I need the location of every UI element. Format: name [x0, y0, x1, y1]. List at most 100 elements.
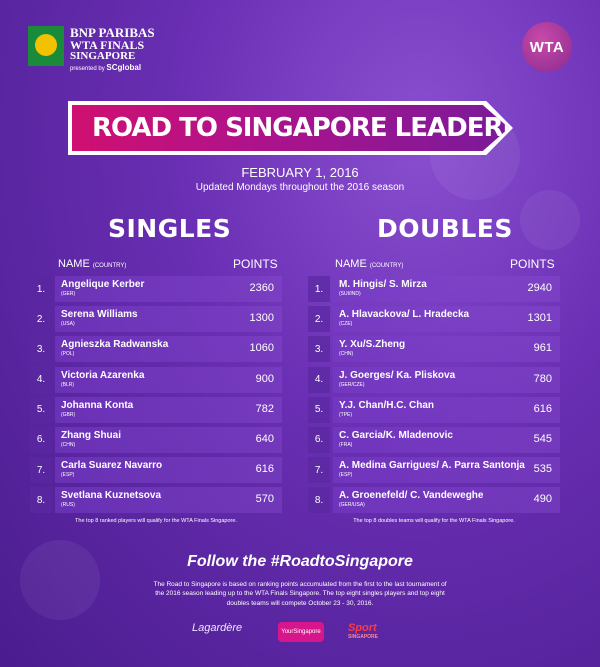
singles-table: 1. Angelique Kerber (GER) 2360 2. Serena Will… — [30, 276, 282, 518]
player-points: 1300 — [249, 312, 274, 325]
singles-title: SINGLES — [108, 214, 232, 243]
bokeh-light — [20, 540, 100, 620]
rank-number: 5. — [308, 396, 330, 423]
tennis-ball-icon — [28, 26, 64, 66]
rank-number: 6. — [308, 426, 330, 453]
page-title: ROAD TO SINGAPORE LEADERBOARD — [92, 113, 600, 143]
player-country: (GBR) — [61, 411, 76, 418]
singles-name-header: NAME (COUNTRY) — [58, 258, 127, 270]
rank-number: 4. — [30, 366, 52, 393]
lagardere-logo: Lagardère — [192, 622, 243, 634]
entry-cell: C. Garcia/K. Mladenovic (FRA) 545 — [333, 426, 560, 453]
doubles-qualify-note: The top 8 doubles teams will qualify for… — [353, 518, 515, 524]
wta-logo: WTA — [522, 22, 572, 72]
entry-cell: Zhang Shuai (CHN) 640 — [55, 426, 282, 453]
player-name: Zhang Shuai — [61, 429, 121, 441]
player-country: (CHN) — [61, 441, 76, 448]
player-country: (ESP) — [61, 472, 75, 479]
player-country: (RUS) — [61, 502, 75, 509]
player-country: (ESP) — [339, 472, 353, 479]
entry-cell: Svetlana Kuznetsova (RUS) 570 — [55, 487, 282, 514]
player-points: 2940 — [527, 282, 552, 294]
doubles-table: 1. M. Hingis/ S. Mirza (SUI/IND) 2940 2. A. H… — [308, 276, 560, 518]
logo-line-3: SINGAPORE — [70, 50, 136, 62]
player-country: (SUI/IND) — [339, 291, 361, 297]
table-row: 7. A. Medina Garrigues/ A. Parra Santonja… — [308, 457, 560, 484]
entry-cell: Y. Xu/S.Zheng (CHN) 961 — [333, 336, 560, 363]
table-row: 3. Y. Xu/S.Zheng (CHN) 961 — [308, 336, 560, 363]
rank-number: 1. — [308, 276, 330, 302]
player-country: (POL) — [61, 351, 75, 358]
player-name: A. Groenefeld/ C. Vandeweghe — [339, 490, 484, 502]
follow-hashtag: Follow the #RoadtoSingapore — [187, 553, 413, 570]
entry-cell: Victoria Azarenka (BLR) 900 — [55, 366, 282, 393]
player-points: 545 — [533, 432, 552, 445]
player-points: 780 — [533, 372, 552, 385]
table-row: 7. Carla Suarez Navarro (ESP) 616 — [30, 457, 282, 484]
player-name: Svetlana Kuznetsova — [61, 490, 162, 502]
singles-points-header: POINTS — [233, 257, 278, 271]
logo-line-2: WTA FINALS — [70, 38, 145, 52]
player-name: Serena Williams — [61, 309, 138, 321]
player-points: 640 — [255, 432, 274, 445]
player-name: Agnieszka Radwanska — [61, 339, 169, 351]
leaderboard-date: FEBRUARY 1, 2016 — [241, 165, 359, 180]
player-name: Carla Suarez Navarro — [61, 460, 163, 472]
entry-cell: Carla Suarez Navarro (ESP) 616 — [55, 457, 282, 484]
player-country: (CZE) — [339, 321, 353, 328]
entry-cell: Agnieszka Radwanska (POL) 1060 — [55, 336, 282, 363]
rank-number: 7. — [308, 457, 330, 484]
rank-number: 3. — [308, 336, 330, 363]
description-text: The Road to Singapore is based on rankin… — [153, 581, 447, 607]
player-points: 900 — [255, 372, 274, 385]
table-row: 6. C. Garcia/K. Mladenovic (FRA) 545 — [308, 426, 560, 453]
table-row: 2. A. Hlavackova/ L. Hradecka (CZE) 1301 — [308, 306, 560, 333]
rank-number: 2. — [30, 306, 52, 333]
player-country: (BLR) — [61, 381, 75, 388]
logo-line-1: BNP PARIBAS — [70, 25, 155, 40]
entry-cell: Angelique Kerber (GER) 2360 — [55, 276, 282, 302]
player-points: 535 — [533, 463, 552, 476]
player-name: Y. Xu/S.Zheng — [339, 339, 406, 351]
table-row: 5. Y.J. Chan/H.C. Chan (TPE) 616 — [308, 396, 560, 423]
rank-number: 4. — [308, 366, 330, 393]
rank-number: 3. — [30, 336, 52, 363]
table-row: 8. A. Groenefeld/ C. Vandeweghe (GER/USA) 4… — [308, 487, 560, 514]
player-points: 490 — [533, 493, 552, 506]
doubles-title: DOUBLES — [377, 214, 513, 243]
player-name: A. Medina Garrigues/ A. Parra Santonja — [339, 460, 525, 472]
player-points: 782 — [255, 402, 274, 415]
rank-number: 1. — [30, 276, 52, 302]
player-name: J. Goerges/ Ka. Pliskova — [339, 369, 456, 381]
table-row: 2. Serena Williams (USA) 1300 — [30, 306, 282, 333]
player-name: Y.J. Chan/H.C. Chan — [339, 399, 435, 411]
player-points: 961 — [533, 342, 552, 355]
player-country: (GER) — [61, 291, 76, 297]
player-country: (FRA) — [339, 441, 353, 448]
player-name: Victoria Azarenka — [61, 369, 145, 381]
entry-cell: M. Hingis/ S. Mirza (SUI/IND) 2940 — [333, 276, 560, 302]
doubles-name-header: NAME (COUNTRY) — [335, 258, 404, 270]
table-row: 1. Angelique Kerber (GER) 2360 — [30, 276, 282, 302]
logo-presented-by: presented by SCglobal — [70, 63, 142, 73]
entry-cell: Johanna Konta (GBR) 782 — [55, 396, 282, 423]
doubles-points-header: POINTS — [510, 257, 555, 271]
bokeh-light — [520, 190, 580, 250]
player-points: 570 — [255, 493, 274, 506]
rank-number: 5. — [30, 396, 52, 423]
player-points: 2360 — [249, 282, 274, 294]
title-banner: ROAD TO SINGAPORE LEADERBOARD — [68, 101, 513, 155]
rank-number: 8. — [308, 487, 330, 514]
update-note: Updated Mondays throughout the 2016 seas… — [195, 182, 405, 193]
player-country: (GER/USA) — [339, 502, 365, 509]
player-points: 1060 — [249, 342, 274, 355]
table-row: 4. Victoria Azarenka (BLR) 900 — [30, 366, 282, 393]
player-country: (TPE) — [339, 411, 353, 418]
table-row: 6. Zhang Shuai (CHN) 640 — [30, 426, 282, 453]
entry-cell: Y.J. Chan/H.C. Chan (TPE) 616 — [333, 396, 560, 423]
entry-cell: A. Hlavackova/ L. Hradecka (CZE) 1301 — [333, 306, 560, 333]
table-row: 4. J. Goerges/ Ka. Pliskova (GER/CZE) 780 — [308, 366, 560, 393]
your-singapore-logo: YourSingapore — [278, 622, 324, 642]
player-country: (CHN) — [339, 351, 354, 358]
table-row: 3. Agnieszka Radwanska (POL) 1060 — [30, 336, 282, 363]
